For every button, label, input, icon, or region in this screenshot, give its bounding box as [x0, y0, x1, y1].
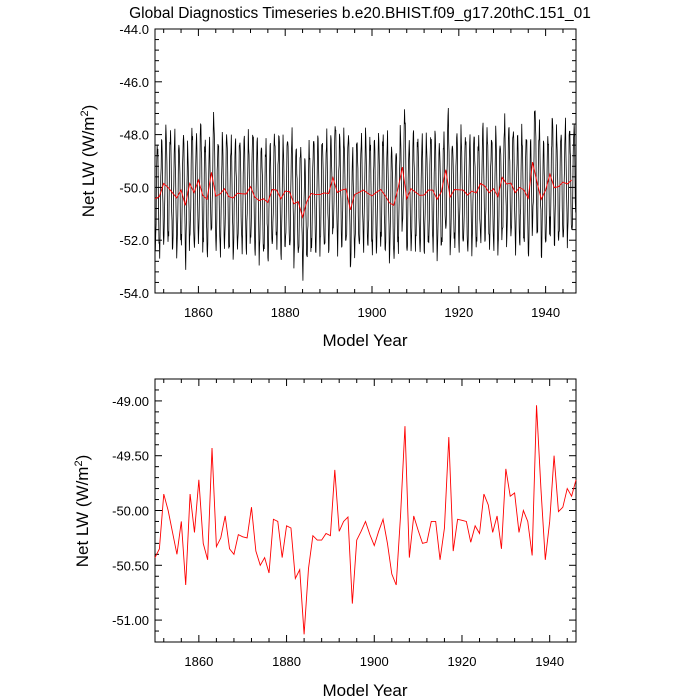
bottom-plot-frame [154, 378, 577, 643]
top-series-monthly-line [154, 107, 577, 281]
top-plot-frame [154, 28, 577, 294]
bottom-x-tick-label: 1920 [448, 654, 477, 669]
bottom-chart: -51.00-50.50-50.00-49.50-49.00 1860 1880 1… [73, 378, 577, 700]
bottom-x-axis-label: Model Year [322, 681, 407, 700]
top-x-tick-label: 1860 [184, 305, 213, 320]
top-y-tick-label: -46.0 [119, 75, 149, 90]
top-y-tick-label: -52.0 [119, 233, 149, 248]
bottom-x-tick-label: 1940 [535, 654, 564, 669]
top-x-tick-label: 1920 [444, 305, 473, 320]
top-series-group [154, 107, 577, 281]
top-x-ticks: 1860 1880 1900 1920 1940 [163, 29, 564, 320]
bottom-y-tick-label: -50.50 [112, 558, 149, 573]
figure-title: Global Diagnostics Timeseries b.e20.BHIS… [129, 5, 591, 22]
bottom-y-tick-label: -51.00 [112, 613, 149, 628]
top-y-tick-label: -50.0 [119, 180, 149, 195]
bottom-x-tick-label: 1880 [272, 654, 301, 669]
bottom-x-ticks: 1860 1880 1900 1920 1940 [163, 379, 568, 669]
bottom-y-tick-label: -50.00 [112, 504, 149, 519]
top-x-axis-label: Model Year [322, 331, 407, 350]
top-chart: -54.0-52.0-50.0-48.0-46.0-44.0 1860 1880 1… [79, 22, 577, 350]
bottom-x-tick-label: 1860 [184, 654, 213, 669]
bottom-series-annual-line [154, 405, 577, 635]
top-y-tick-label: -48.0 [119, 128, 149, 143]
top-y-tick-label: -54.0 [119, 286, 149, 301]
top-x-tick-label: 1940 [531, 305, 560, 320]
top-y-tick-label: -44.0 [119, 22, 149, 37]
top-y-axis-label: Net LW (W/m2) [79, 105, 98, 218]
bottom-series-group [154, 405, 577, 635]
bottom-y-axis-label: Net LW (W/m2) [73, 455, 92, 568]
bottom-y-tick-label: -49.50 [112, 449, 149, 464]
top-x-tick-label: 1900 [358, 305, 387, 320]
bottom-x-tick-label: 1900 [360, 654, 389, 669]
top-series-annual-line [154, 161, 572, 219]
bottom-y-tick-label: -49.00 [112, 394, 149, 409]
top-x-tick-label: 1880 [271, 305, 300, 320]
bottom-y-ticks: -51.00 -50.50 -50.00 -49.50 -49.00 [112, 378, 576, 643]
